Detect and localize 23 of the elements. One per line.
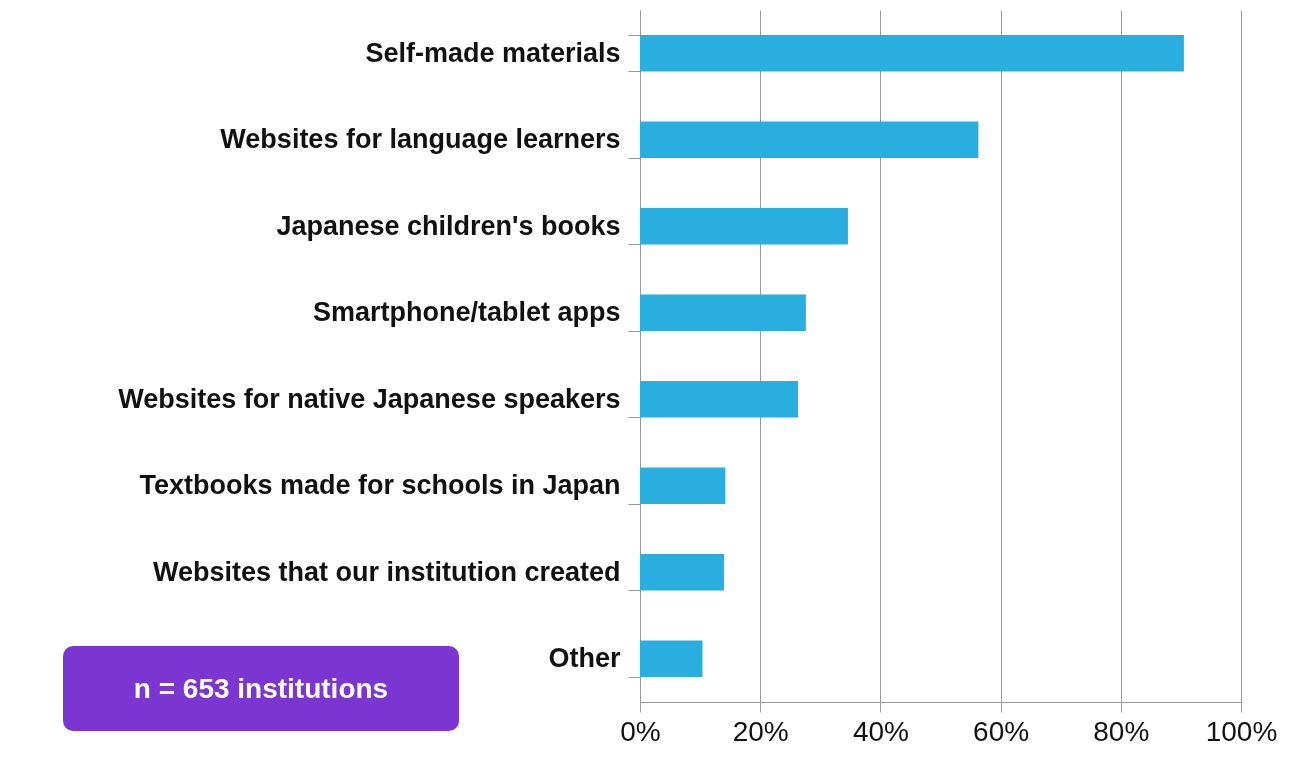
y-tick-label: Websites for language learners bbox=[220, 124, 621, 155]
x-tick-label: 100% bbox=[1205, 715, 1278, 747]
y-tick-label: Self-made materials bbox=[365, 37, 621, 68]
bar bbox=[640, 554, 725, 591]
bar bbox=[640, 208, 848, 245]
x-tick-label: 80% bbox=[1093, 715, 1150, 747]
y-tick-label: Other bbox=[548, 643, 621, 674]
bar bbox=[640, 467, 726, 504]
bar bbox=[640, 381, 799, 418]
x-tick-label: 20% bbox=[732, 715, 789, 747]
x-tick-label: 0% bbox=[620, 715, 661, 747]
bar bbox=[640, 294, 806, 331]
bar bbox=[640, 35, 1184, 72]
y-tick-label: Textbooks made for schools in Japan bbox=[139, 470, 621, 501]
bar bbox=[640, 640, 703, 677]
x-tick-label: 40% bbox=[852, 715, 909, 747]
y-tick-label: Websites for native Japanese speakers bbox=[118, 383, 621, 414]
bar bbox=[640, 121, 979, 158]
y-tick-label: Japanese children's books bbox=[276, 210, 621, 241]
text: n = 653 institutions bbox=[63, 646, 459, 731]
y-tick-label: Websites that our institution created bbox=[152, 556, 621, 587]
y-tick-label: Smartphone/tablet apps bbox=[312, 297, 621, 328]
x-tick-label: 60% bbox=[973, 715, 1030, 747]
